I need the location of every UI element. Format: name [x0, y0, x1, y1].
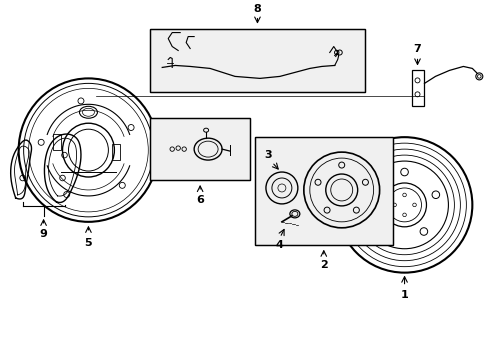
Bar — [411, 71, 424, 106]
Bar — [52, 134, 61, 150]
Bar — [150, 118, 249, 180]
Bar — [254, 137, 392, 245]
Text: 3: 3 — [264, 150, 271, 160]
Bar — [150, 28, 364, 92]
Text: 6: 6 — [196, 195, 203, 205]
Bar — [150, 28, 364, 92]
Text: 9: 9 — [40, 229, 47, 239]
Text: 2: 2 — [319, 260, 327, 270]
Text: 8: 8 — [253, 4, 261, 14]
Text: 1: 1 — [400, 289, 407, 300]
Bar — [254, 137, 392, 245]
Text: 7: 7 — [413, 44, 421, 54]
Bar — [112, 144, 120, 160]
Text: 4: 4 — [275, 240, 283, 250]
Text: 5: 5 — [84, 238, 92, 248]
Bar — [150, 118, 249, 180]
